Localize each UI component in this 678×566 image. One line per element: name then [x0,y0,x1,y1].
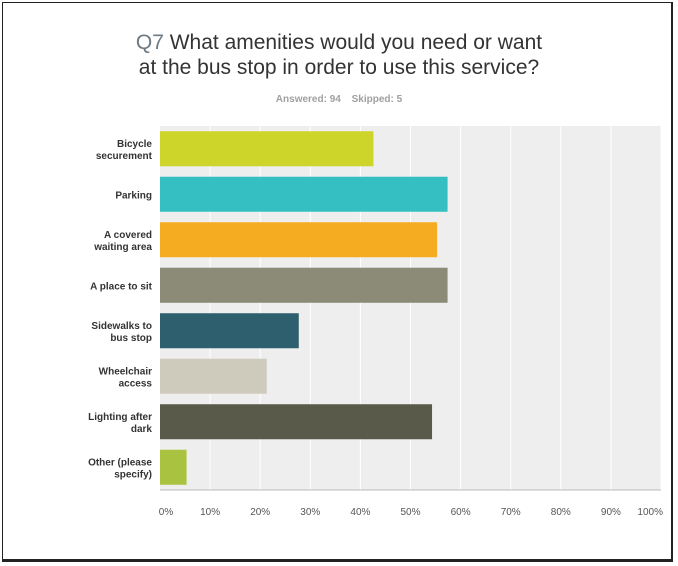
x-tick-label: 70% [501,507,521,518]
skipped-count: Skipped: 5 [351,94,403,105]
bar [160,449,187,485]
response-stats: Answered: 94 Skipped: 5 [0,94,678,105]
title-line-1: Q7 What amenities would you need or want [0,30,678,55]
category-label: Bicycle securement [96,139,153,162]
bar [160,404,433,440]
answered-count: Answered: 94 [275,94,341,105]
question-text-line-2: at the bus stop in order to use this ser… [138,56,540,79]
x-tick-label: 80% [551,507,571,518]
x-tick-label: 0% [159,507,174,518]
x-tick-label: 90% [601,507,621,518]
x-tick-label: 50% [400,507,420,518]
x-tick-label: 20% [250,507,270,518]
question-text-line-1: What amenities would you need or want [169,31,543,54]
category-label: Wheelchair access [99,366,153,389]
bar [160,358,267,394]
chart-title: Q7 What amenities would you need or want… [0,30,678,80]
x-tick-label: 40% [350,507,370,518]
category-label: Sidewalks to bus stop [91,321,152,344]
x-tick-label: 10% [200,507,220,518]
question-number: Q7 [135,31,164,54]
bar [160,176,448,212]
x-tick-label: 100% [637,507,663,518]
category-label: Lighting after dark [88,412,152,435]
category-label: Parking [115,190,152,201]
bar [160,222,438,258]
bar [160,313,299,349]
category-label: A covered waiting area [93,230,152,253]
bar [160,267,448,303]
category-label: Other (please specify) [88,457,152,480]
x-tick-label: 60% [451,507,471,518]
category-label: A place to sit [90,281,153,292]
bar [160,131,374,167]
x-tick-label: 30% [300,507,320,518]
